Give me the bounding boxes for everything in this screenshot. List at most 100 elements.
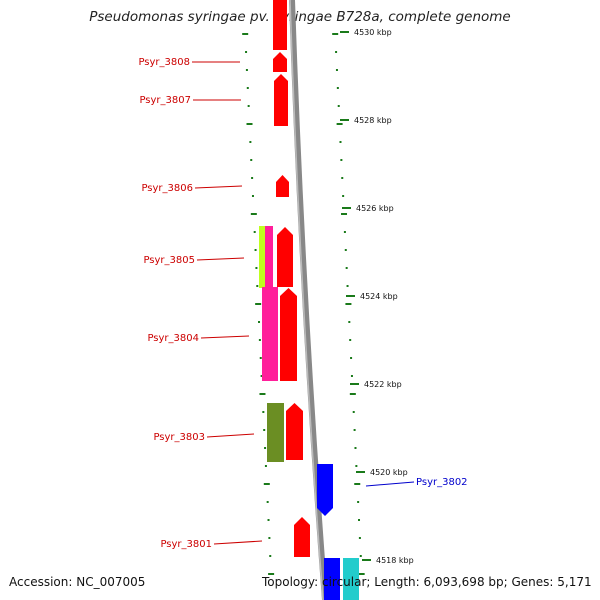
gene-feature-colored: [267, 403, 284, 462]
gene-label[interactable]: Psyr_3805: [143, 255, 195, 266]
gene-feature-psyr-3805: [277, 227, 293, 287]
gene-feature-psyr-3808: [273, 52, 287, 72]
tick-mark: [263, 429, 266, 431]
tick-mark: [339, 141, 342, 143]
scale-tick: [356, 471, 365, 473]
gene-leader-line: [206, 433, 255, 438]
tick-mark: [249, 141, 252, 143]
gene-feature-colored: [343, 558, 359, 600]
tick-mark: [245, 69, 248, 71]
tick-mark: [346, 285, 349, 287]
gene-label[interactable]: Psyr_3807: [139, 95, 191, 106]
tick-mark: [354, 447, 357, 449]
gene-leader-line: [196, 257, 245, 261]
tick-mark: [352, 411, 355, 413]
gene-label[interactable]: Psyr_3802: [416, 477, 468, 488]
gene-leader-line: [200, 335, 250, 339]
tick-mark: [335, 51, 338, 53]
tick-mark: [341, 177, 344, 179]
gene-feature: [273, 0, 287, 50]
tick-mark: [242, 33, 249, 35]
tick-mark: [259, 393, 266, 395]
gene-feature-psyr-3802: [317, 464, 333, 516]
tick-ring-outer: [332, 33, 365, 575]
scale-tick: [362, 559, 371, 561]
backbone-line: [289, 0, 328, 600]
scale-tick: [342, 207, 351, 209]
scale-tick: [340, 31, 349, 33]
scale-label: 4520 kbp: [370, 468, 408, 477]
tick-mark: [268, 537, 271, 539]
tick-mark: [255, 267, 258, 269]
gene-feature-colored: [262, 287, 278, 381]
tick-mark: [263, 483, 270, 485]
tick-mark: [337, 105, 340, 107]
tick-mark: [343, 231, 346, 233]
tick-mark: [259, 357, 262, 359]
tick-mark: [340, 159, 343, 161]
accession-text: Accession: NC_007005: [9, 575, 146, 589]
tick-mark: [254, 249, 257, 251]
backbone-highlight: [289, 0, 324, 600]
tick-ring-inner: [242, 33, 275, 575]
tick-mark: [348, 321, 351, 323]
tick-mark: [253, 231, 256, 233]
map-title: Pseudomonas syringae pv. syringae B728a,…: [89, 9, 511, 25]
gene-labels: Psyr_3808 Psyr_3807 Psyr_3806 Psyr_3805 Psyr…: [138, 57, 467, 550]
gene-label[interactable]: Psyr_3803: [153, 432, 205, 443]
gene-label[interactable]: Psyr_3804: [147, 333, 199, 344]
tick-mark: [358, 537, 361, 539]
gene-label[interactable]: Psyr_3801: [160, 539, 212, 550]
scale-label: 4518 kbp: [376, 556, 414, 565]
scale-label: 4526 kbp: [356, 204, 394, 213]
tick-mark: [345, 303, 352, 305]
tick-mark: [250, 213, 257, 215]
tick-mark: [251, 195, 254, 197]
tick-mark: [354, 483, 361, 485]
tick-mark: [358, 519, 361, 521]
scale-label: 4524 kbp: [360, 292, 398, 301]
tick-mark: [341, 213, 348, 215]
tick-mark: [332, 33, 339, 35]
tick-mark: [247, 105, 250, 107]
gene-feature-colored: [259, 226, 267, 288]
scale-label: 4530 kbp: [354, 28, 392, 37]
tick-mark: [359, 555, 362, 557]
gene-feature-psyr-3804: [280, 288, 297, 381]
tick-mark: [267, 519, 270, 521]
tick-mark: [266, 501, 269, 503]
tick-mark: [246, 87, 249, 89]
tick-mark: [353, 429, 356, 431]
tick-mark: [349, 339, 352, 341]
tick-mark: [255, 303, 262, 305]
gene-feature-psyr-3806: [276, 175, 289, 197]
gene-feature-psyr-3803: [286, 403, 303, 460]
gene-feature-psyr-3807: [274, 74, 288, 126]
genome-stats-text: Topology: circular; Length: 6,093,698 bp…: [262, 575, 592, 589]
tick-mark: [258, 339, 261, 341]
tick-mark: [264, 465, 267, 467]
gene-feature: [324, 558, 340, 600]
gene-feature-colored: [265, 226, 273, 288]
scale-tick: [350, 383, 359, 385]
tick-mark: [268, 573, 275, 575]
tick-mark: [358, 573, 365, 575]
scale-label: 4522 kbp: [364, 380, 402, 389]
tick-mark: [245, 51, 248, 53]
gene-label[interactable]: Psyr_3806: [141, 183, 193, 194]
tick-mark: [336, 123, 343, 125]
tick-mark: [260, 375, 263, 377]
tick-mark: [349, 393, 356, 395]
gene-features: [259, 0, 359, 600]
tick-mark: [264, 447, 267, 449]
gene-feature-psyr-3801: [294, 517, 310, 557]
tick-mark: [251, 177, 254, 179]
tick-mark: [335, 69, 338, 71]
gene-leader-line: [194, 185, 243, 189]
tick-mark: [246, 123, 253, 125]
scale-label: 4528 kbp: [354, 116, 392, 125]
tick-mark: [336, 87, 339, 89]
gene-label[interactable]: Psyr_3808: [138, 57, 190, 68]
gene-leader-line: [213, 540, 263, 545]
